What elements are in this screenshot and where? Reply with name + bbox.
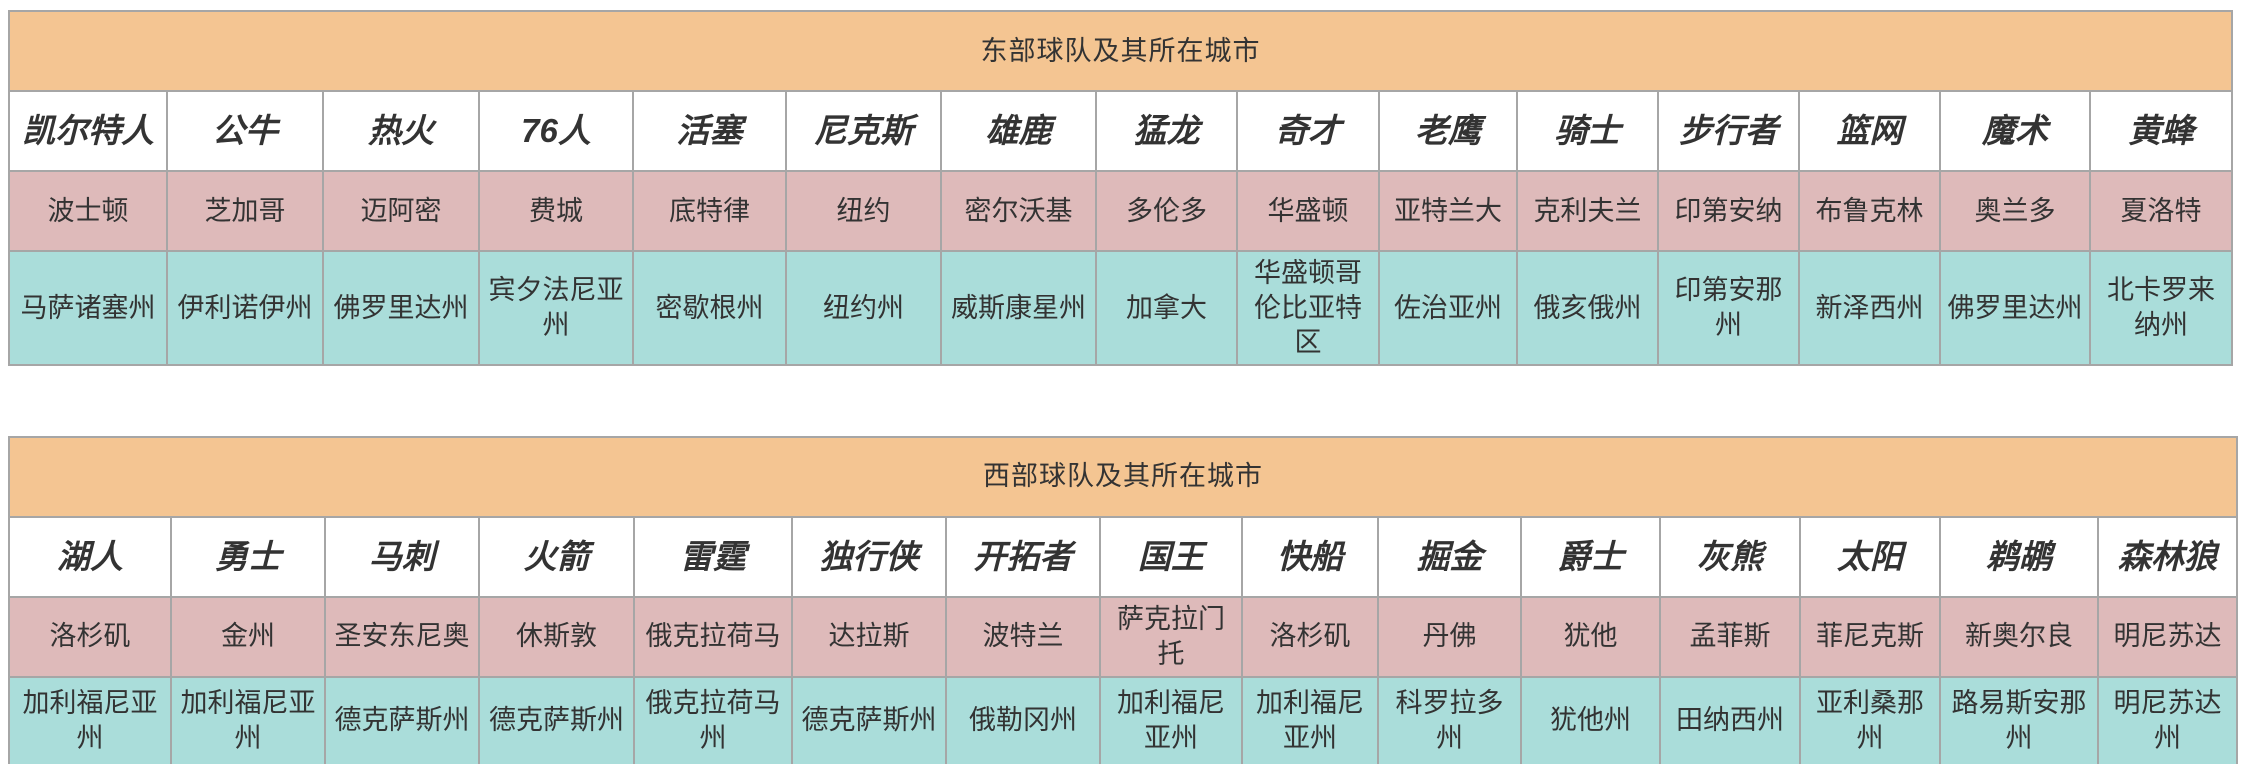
team-cell: 公牛 xyxy=(166,90,324,172)
city-cell: 孟菲斯 xyxy=(1659,595,1801,678)
city-cell: 华盛顿 xyxy=(1236,170,1380,252)
team-cell: 黄蜂 xyxy=(2088,90,2234,172)
team-cell: 灰熊 xyxy=(1659,515,1801,598)
team-cell: 热火 xyxy=(322,90,480,172)
city-cell: 新奥尔良 xyxy=(1939,595,2099,678)
state-cell: 新泽西州 xyxy=(1798,250,1941,366)
state-cell: 德克萨斯州 xyxy=(791,675,947,764)
state-cell: 佛罗里达州 xyxy=(322,250,480,366)
state-cell: 密歇根州 xyxy=(632,250,787,366)
team-cell: 勇士 xyxy=(170,515,326,598)
state-cell: 加利福尼亚州 xyxy=(8,675,172,764)
team-cell: 凯尔特人 xyxy=(8,90,168,172)
state-cell: 纽约州 xyxy=(785,250,942,366)
city-cell: 波士顿 xyxy=(8,170,168,252)
team-cell: 活塞 xyxy=(632,90,787,172)
state-cell: 德克萨斯州 xyxy=(324,675,480,764)
team-cell: 尼克斯 xyxy=(785,90,942,172)
team-cell: 76人 xyxy=(478,90,634,172)
city-cell: 纽约 xyxy=(785,170,942,252)
state-cell: 德克萨斯州 xyxy=(478,675,635,764)
city-cell: 底特律 xyxy=(632,170,787,252)
state-cell: 加利福尼亚州 xyxy=(170,675,326,764)
state-cell: 明尼苏达州 xyxy=(2096,675,2239,764)
team-cell: 开拓者 xyxy=(945,515,1101,598)
table-title: 西部球队及其所在城市 xyxy=(7,435,2239,518)
city-cell: 密尔沃基 xyxy=(940,170,1097,252)
state-cell: 科罗拉多州 xyxy=(1377,675,1522,764)
east-conference-table: 东部球队及其所在城市 凯尔特人 公牛 热火 76人 活塞 尼克斯 雄鹿 猛龙 奇才 老鹰 骑士 步行者篮… xyxy=(7,10,2234,366)
city-cell: 亚特兰大 xyxy=(1378,170,1518,252)
state-cell: 威斯康星州 xyxy=(940,250,1097,366)
state-cell: 路易斯安那州 xyxy=(1939,675,2099,764)
state-cell: 加拿大 xyxy=(1095,250,1238,366)
state-cell: 伊利诺伊州 xyxy=(166,250,324,366)
team-cell: 骑士 xyxy=(1516,90,1659,172)
team-cell: 奇才 xyxy=(1236,90,1380,172)
state-cell: 俄勒冈州 xyxy=(945,675,1101,764)
team-cell: 火箭 xyxy=(478,515,635,598)
city-cell: 洛杉矶 xyxy=(8,595,172,678)
team-cell: 森林狼 xyxy=(2096,515,2239,598)
state-cell: 亚利桑那州 xyxy=(1799,675,1941,764)
city-cell: 丹佛 xyxy=(1377,595,1522,678)
team-cell: 湖人 xyxy=(8,515,172,598)
team-cell: 鹈鹕 xyxy=(1939,515,2099,598)
state-cell: 印第安那州 xyxy=(1657,250,1800,366)
west-conference-table: 西部球队及其所在城市 湖人 勇士 马刺 火箭 雷霆 独行侠 开拓者 国王 快船 掘金 爵士 灰熊 太阳 鹈鹕… xyxy=(7,435,2239,764)
state-cell: 佛罗里达州 xyxy=(1939,250,2091,366)
team-cell: 太阳 xyxy=(1799,515,1941,598)
state-cell: 俄克拉荷马州 xyxy=(633,675,793,764)
team-cell: 雷霆 xyxy=(633,515,793,598)
city-cell: 俄克拉荷马 xyxy=(633,595,793,678)
team-cell: 快船 xyxy=(1241,515,1379,598)
state-cell: 北卡罗来纳州 xyxy=(2088,250,2234,366)
team-cell: 马刺 xyxy=(324,515,480,598)
state-cell: 马萨诸塞州 xyxy=(8,250,168,366)
city-cell: 金州 xyxy=(170,595,326,678)
state-cell: 加利福尼亚州 xyxy=(1099,675,1243,764)
city-cell: 克利夫兰 xyxy=(1516,170,1659,252)
city-cell: 布鲁克林 xyxy=(1798,170,1941,252)
city-cell: 萨克拉门托 xyxy=(1099,595,1243,678)
state-cell: 佐治亚州 xyxy=(1378,250,1518,366)
state-cell: 田纳西州 xyxy=(1659,675,1801,764)
state-cell: 犹他州 xyxy=(1520,675,1661,764)
city-cell: 圣安东尼奥 xyxy=(324,595,480,678)
city-cell: 明尼苏达 xyxy=(2096,595,2239,678)
city-cell: 洛杉矶 xyxy=(1241,595,1379,678)
city-cell: 休斯敦 xyxy=(478,595,635,678)
team-cell: 老鹰 xyxy=(1378,90,1518,172)
team-cell: 爵士 xyxy=(1520,515,1661,598)
state-cell: 宾夕法尼亚州 xyxy=(478,250,634,366)
city-cell: 芝加哥 xyxy=(166,170,324,252)
state-cell: 加利福尼亚州 xyxy=(1241,675,1379,764)
team-cell: 独行侠 xyxy=(791,515,947,598)
city-cell: 多伦多 xyxy=(1095,170,1238,252)
city-cell: 波特兰 xyxy=(945,595,1101,678)
city-cell: 达拉斯 xyxy=(791,595,947,678)
team-cell: 篮网 xyxy=(1798,90,1941,172)
city-cell: 费城 xyxy=(478,170,634,252)
state-cell: 俄亥俄州 xyxy=(1516,250,1659,366)
city-cell: 菲尼克斯 xyxy=(1799,595,1941,678)
team-cell: 猛龙 xyxy=(1095,90,1238,172)
city-cell: 迈阿密 xyxy=(322,170,480,252)
team-cell: 魔术 xyxy=(1939,90,2091,172)
team-cell: 步行者 xyxy=(1657,90,1800,172)
team-cell: 国王 xyxy=(1099,515,1243,598)
team-cell: 掘金 xyxy=(1377,515,1522,598)
city-cell: 奥兰多 xyxy=(1939,170,2091,252)
state-cell: 华盛顿哥伦比亚特区 xyxy=(1236,250,1380,366)
city-cell: 犹他 xyxy=(1520,595,1661,678)
table-title: 东部球队及其所在城市 xyxy=(7,10,2234,92)
team-cell: 雄鹿 xyxy=(940,90,1097,172)
city-cell: 印第安纳 xyxy=(1657,170,1800,252)
city-cell: 夏洛特 xyxy=(2088,170,2234,252)
